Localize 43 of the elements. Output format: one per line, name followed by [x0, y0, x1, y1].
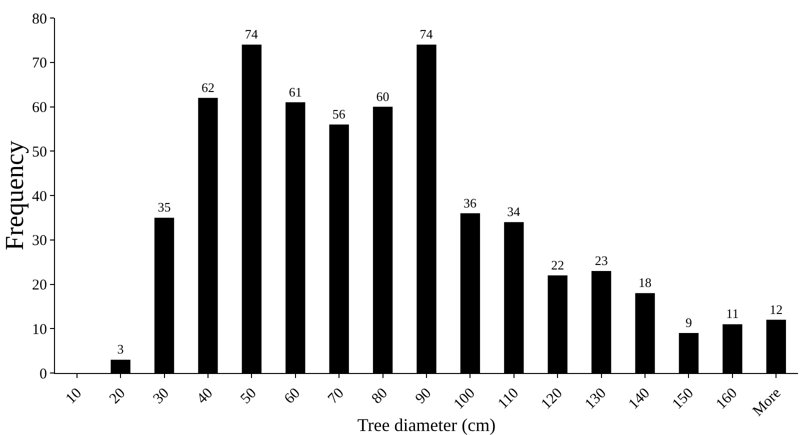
y-tick-label: 0: [40, 366, 47, 382]
data-label: 3: [117, 342, 124, 357]
x-tick-label: 80: [369, 385, 391, 408]
data-label: 60: [376, 88, 390, 104]
x-axis-title: Tree diameter (cm): [357, 415, 496, 435]
x-tick-label: 150: [670, 385, 697, 413]
x-tick-label: 70: [325, 385, 348, 408]
y-tick-label: 80: [32, 11, 47, 28]
y-tick-label: 20: [32, 278, 47, 294]
x-tick-label: 90: [412, 385, 435, 408]
data-label: 61: [288, 84, 302, 100]
y-tick-label: 50: [32, 144, 47, 160]
data-label: 23: [594, 252, 608, 268]
x-tick-label: 120: [538, 385, 566, 413]
data-label: 18: [638, 275, 652, 290]
x-tick-label: 20: [106, 385, 129, 408]
x-tick-label: 160: [713, 385, 741, 413]
y-axis-title: Frequency: [0, 140, 29, 250]
y-tick-label: 70: [32, 56, 47, 72]
x-tick-label: 50: [238, 385, 260, 408]
x-tick-label: 60: [282, 385, 304, 408]
data-label: 12: [770, 302, 783, 317]
x-tick-label: 40: [194, 385, 216, 408]
x-tick-label: 100: [451, 385, 478, 413]
data-label: 74: [420, 26, 434, 42]
data-label: 22: [551, 257, 564, 272]
data-label: 34: [507, 204, 521, 220]
x-tick-label: 130: [582, 385, 610, 413]
y-tick-label: 60: [32, 100, 47, 116]
x-tick-label: 30: [150, 385, 172, 408]
data-label: 35: [158, 200, 171, 215]
y-tick-label: 10: [32, 322, 47, 338]
y-tick-label: 40: [32, 188, 47, 205]
data-label: 9: [685, 315, 692, 330]
data-label: 62: [201, 80, 214, 95]
data-label: 36: [463, 195, 477, 210]
y-tick-label: 30: [32, 233, 47, 250]
data-label: 74: [244, 26, 258, 42]
data-label: 11: [726, 306, 739, 322]
x-tick-label: 10: [63, 385, 85, 408]
x-tick-label: 110: [495, 385, 522, 412]
x-tick-label: 140: [626, 385, 654, 413]
data-label: 56: [332, 106, 346, 122]
